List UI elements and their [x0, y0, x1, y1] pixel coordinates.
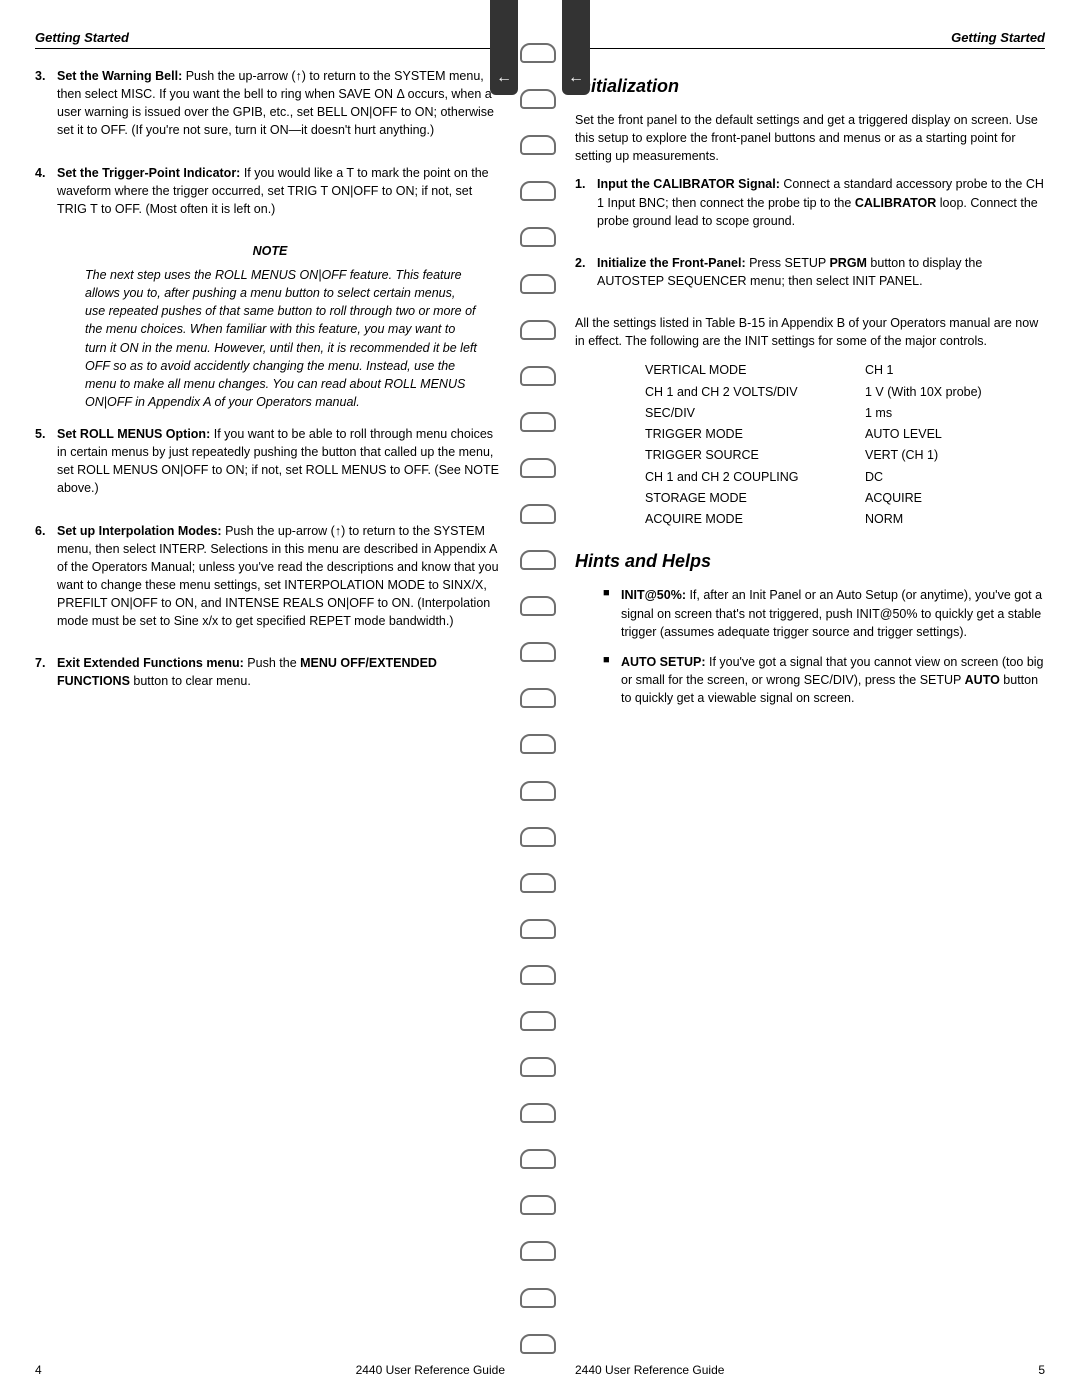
table-value: CH 1: [865, 360, 1045, 381]
step-paragraph: Input the CALIBRATOR Signal: Connect a s…: [597, 175, 1045, 229]
table-row: ACQUIRE MODENORM: [645, 509, 1045, 530]
left-header: Getting Started: [35, 30, 505, 49]
step-paragraph: Set ROLL MENUS Option: If you want to be…: [57, 425, 505, 498]
right-header-text: Getting Started: [951, 30, 1045, 45]
step-number: 1.: [575, 175, 597, 239]
init-intro: Set the front panel to the default setti…: [575, 111, 1045, 165]
right-footer: 2440 User Reference Guide 5: [575, 1351, 1045, 1377]
bullet-item: ■INIT@50%: If, after an Init Panel or an…: [603, 586, 1045, 640]
table-label: TRIGGER MODE: [645, 424, 865, 445]
hints-title: Hints and Helps: [575, 548, 1045, 574]
step-body: Set up Interpolation Modes: Push the up-…: [57, 522, 505, 641]
left-footer: 4 2440 User Reference Guide: [35, 1351, 505, 1377]
square-bullet-icon: ■: [603, 586, 621, 640]
table-row: TRIGGER MODEAUTO LEVEL: [645, 424, 1045, 445]
bullet-item: ■AUTO SETUP: If you've got a signal that…: [603, 653, 1045, 707]
step-number: 4.: [35, 164, 57, 228]
table-value: DC: [865, 467, 1045, 488]
step-paragraph: Set the Warning Bell: Push the up-arrow …: [57, 67, 505, 140]
left-page: ← Getting Started 3.Set the Warning Bell…: [0, 0, 540, 1397]
step: 5.Set ROLL MENUS Option: If you want to …: [35, 425, 505, 508]
table-label: VERTICAL MODE: [645, 360, 865, 381]
table-row: TRIGGER SOURCEVERT (CH 1): [645, 445, 1045, 466]
right-footer-title: 2440 User Reference Guide: [575, 1363, 724, 1377]
table-row: CH 1 and CH 2 COUPLINGDC: [645, 467, 1045, 488]
step: 6.Set up Interpolation Modes: Push the u…: [35, 522, 505, 641]
table-value: AUTO LEVEL: [865, 424, 1045, 445]
step: 7.Exit Extended Functions menu: Push the…: [35, 654, 505, 700]
note-body: The next step uses the ROLL MENUS ON|OFF…: [35, 266, 505, 411]
step-body: Initialize the Front-Panel: Press SETUP …: [597, 254, 1045, 300]
table-value: VERT (CH 1): [865, 445, 1045, 466]
table-row: VERTICAL MODECH 1: [645, 360, 1045, 381]
square-bullet-icon: ■: [603, 653, 621, 707]
table-value: 1 V (With 10X probe): [865, 382, 1045, 403]
table-label: SEC/DIV: [645, 403, 865, 424]
table-row: SEC/DIV1 ms: [645, 403, 1045, 424]
settings-table: VERTICAL MODECH 1CH 1 and CH 2 VOLTS/DIV…: [575, 360, 1045, 530]
step-paragraph: Set the Trigger-Point Indicator: If you …: [57, 164, 505, 218]
right-header: Getting Started: [575, 30, 1045, 49]
table-row: STORAGE MODEACQUIRE: [645, 488, 1045, 509]
step-body: Exit Extended Functions menu: Push the M…: [57, 654, 505, 700]
step-number: 5.: [35, 425, 57, 508]
table-value: 1 ms: [865, 403, 1045, 424]
arrow-left-icon: ←: [568, 69, 584, 87]
step-number: 7.: [35, 654, 57, 700]
step-body: Set the Warning Bell: Push the up-arrow …: [57, 67, 505, 150]
init-title: Initialization: [575, 73, 1045, 99]
step-body: Set the Trigger-Point Indicator: If you …: [57, 164, 505, 228]
bullet-text: AUTO SETUP: If you've got a signal that …: [621, 653, 1045, 707]
step: 4.Set the Trigger-Point Indicator: If yo…: [35, 164, 505, 228]
step-paragraph: Exit Extended Functions menu: Push the M…: [57, 654, 505, 690]
step-body: Input the CALIBRATOR Signal: Connect a s…: [597, 175, 1045, 239]
table-label: CH 1 and CH 2 VOLTS/DIV: [645, 382, 865, 403]
left-header-text: Getting Started: [35, 30, 129, 45]
table-value: NORM: [865, 509, 1045, 530]
note-heading: NOTE: [35, 242, 505, 260]
step-number: 2.: [575, 254, 597, 300]
table-label: TRIGGER SOURCE: [645, 445, 865, 466]
bullet-text: INIT@50%: If, after an Init Panel or an …: [621, 586, 1045, 640]
spiral-binding: [520, 0, 560, 1397]
table-label: ACQUIRE MODE: [645, 509, 865, 530]
step-paragraph: Initialize the Front-Panel: Press SETUP …: [597, 254, 1045, 290]
table-row: CH 1 and CH 2 VOLTS/DIV1 V (With 10X pro…: [645, 382, 1045, 403]
arrow-left-icon: ←: [496, 69, 512, 87]
step: 3.Set the Warning Bell: Push the up-arro…: [35, 67, 505, 150]
step: 2.Initialize the Front-Panel: Press SETU…: [575, 254, 1045, 300]
step-paragraph: Set up Interpolation Modes: Push the up-…: [57, 522, 505, 631]
right-tab: ←: [562, 0, 590, 95]
right-page: ← Getting Started Initialization Set the…: [540, 0, 1080, 1397]
left-content: 3.Set the Warning Bell: Push the up-arro…: [35, 67, 505, 1351]
right-page-number: 5: [1038, 1363, 1045, 1377]
table-label: CH 1 and CH 2 COUPLING: [645, 467, 865, 488]
step-number: 6.: [35, 522, 57, 641]
step-body: Set ROLL MENUS Option: If you want to be…: [57, 425, 505, 508]
table-value: ACQUIRE: [865, 488, 1045, 509]
hints-bullets: ■INIT@50%: If, after an Init Panel or an…: [575, 586, 1045, 707]
step: 1.Input the CALIBRATOR Signal: Connect a…: [575, 175, 1045, 239]
left-footer-title: 2440 User Reference Guide: [356, 1363, 505, 1377]
right-content: Initialization Set the front panel to th…: [575, 67, 1045, 1351]
step-number: 3.: [35, 67, 57, 150]
table-label: STORAGE MODE: [645, 488, 865, 509]
left-tab: ←: [490, 0, 518, 95]
post-steps: All the settings listed in Table B-15 in…: [575, 314, 1045, 350]
left-page-number: 4: [35, 1363, 42, 1377]
